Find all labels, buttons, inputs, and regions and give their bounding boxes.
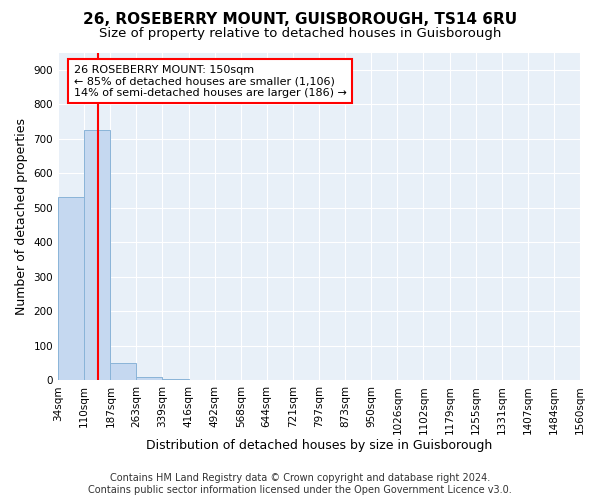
Bar bbox=[84, 130, 110, 380]
Text: Size of property relative to detached houses in Guisborough: Size of property relative to detached ho… bbox=[99, 28, 501, 40]
Y-axis label: Number of detached properties: Number of detached properties bbox=[15, 118, 28, 315]
X-axis label: Distribution of detached houses by size in Guisborough: Distribution of detached houses by size … bbox=[146, 440, 492, 452]
Bar bbox=[58, 198, 84, 380]
Text: 26 ROSEBERRY MOUNT: 150sqm
← 85% of detached houses are smaller (1,106)
14% of s: 26 ROSEBERRY MOUNT: 150sqm ← 85% of deta… bbox=[74, 64, 347, 98]
Bar bbox=[163, 378, 189, 380]
Text: 26, ROSEBERRY MOUNT, GUISBOROUGH, TS14 6RU: 26, ROSEBERRY MOUNT, GUISBOROUGH, TS14 6… bbox=[83, 12, 517, 28]
Text: Contains HM Land Registry data © Crown copyright and database right 2024.
Contai: Contains HM Land Registry data © Crown c… bbox=[88, 474, 512, 495]
Bar bbox=[110, 363, 136, 380]
Bar bbox=[136, 377, 163, 380]
